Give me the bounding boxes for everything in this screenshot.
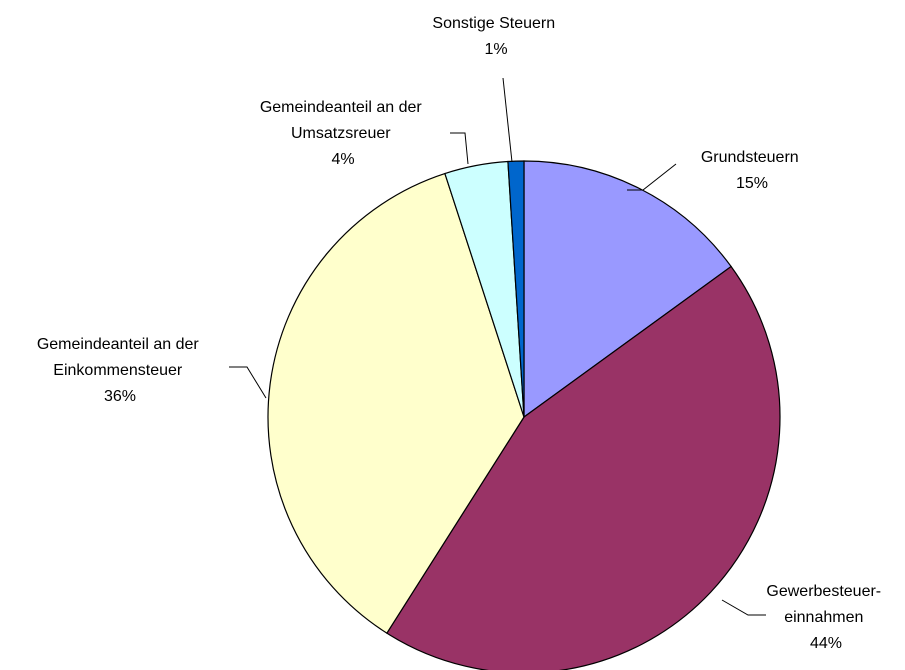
leader-line-sonstige — [502, 77, 513, 163]
label-umsatzsteuer-line-1: Gemeindeanteil an der — [260, 99, 423, 116]
leader-line-gewerbesteuer — [721, 599, 766, 616]
pie-slices — [267, 160, 781, 670]
leader-line-umsatzsteuer — [450, 132, 469, 165]
label-sonstige-line-1: Sonstige Steuern — [432, 15, 555, 32]
label-umsatzsteuer-line-2: Umsatzsreuer — [291, 125, 391, 142]
label-grundsteuern-line-1: Grundsteuern — [701, 149, 799, 166]
pie-slice-sonstige-steuern — [507, 160, 525, 418]
leader-lines — [229, 77, 766, 616]
label-einkommensteuer-line-2: Einkommensteuer — [53, 362, 183, 379]
leader-line-grundsteuern — [627, 163, 677, 191]
leader-line-einkommensteuer — [229, 366, 267, 399]
label-sonstige-percent: 1% — [484, 41, 507, 58]
label-gewerbesteuer-line-2: einnahmen — [784, 609, 863, 626]
pie-slice-grundsteuern — [523, 160, 732, 419]
pie-slice-gemeindeanteil-an-der-einkommensteuer — [267, 172, 525, 634]
label-grundsteuern-percent: 15% — [736, 175, 768, 192]
label-gewerbesteuer: Gewerbesteuer- einnahmen 44% — [766, 583, 885, 652]
label-sonstige: Sonstige Steuern 1% — [432, 15, 559, 58]
label-gewerbesteuer-percent: 44% — [810, 635, 842, 652]
label-grundsteuern: Grundsteuern 15% — [701, 149, 803, 192]
label-einkommensteuer-percent: 36% — [104, 388, 136, 405]
label-einkommensteuer: Gemeindeanteil an der Einkommensteuer 36… — [37, 336, 203, 405]
label-umsatzsteuer-percent: 4% — [331, 151, 354, 168]
pie-slice-gewerbesteuer-einnahmen — [385, 265, 781, 670]
label-einkommensteuer-line-1: Gemeindeanteil an der — [37, 336, 200, 353]
label-gewerbesteuer-line-1: Gewerbesteuer- — [766, 583, 881, 600]
label-umsatzsteuer: Gemeindeanteil an der Umsatzsreuer 4% — [260, 99, 426, 168]
